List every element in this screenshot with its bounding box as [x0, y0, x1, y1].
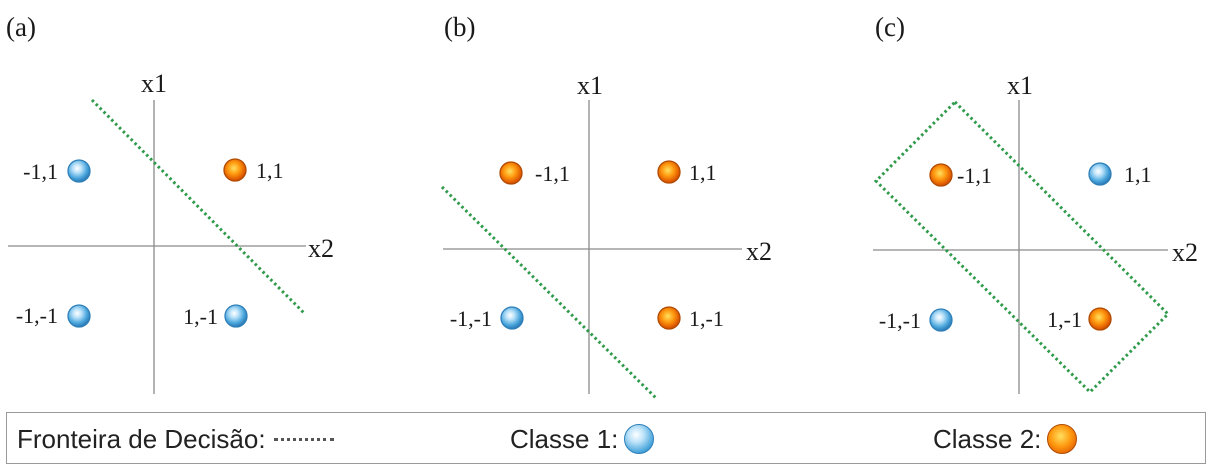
- blue-sphere-icon: [624, 424, 655, 454]
- class1-point: [1088, 162, 1112, 186]
- panel-label: (a): [6, 12, 36, 42]
- class2-point: [657, 306, 681, 330]
- x2-axis-label: x2: [1172, 238, 1198, 267]
- panel-a: (a) x1 x2 -1,1 1,1 -1,-1 1,-1: [6, 12, 334, 394]
- legend-class2: Classe 2:: [933, 422, 1078, 456]
- point-label: -1,-1: [879, 308, 921, 333]
- class1-point: [500, 306, 524, 330]
- panel-b: (b) x1 x2 -1,1 1,1 -1,-1 1,-1: [440, 12, 772, 400]
- point-label: -1,-1: [16, 303, 58, 328]
- class1-point: [224, 304, 248, 328]
- point-label: -1,1: [23, 159, 58, 184]
- class2-point: [657, 160, 681, 184]
- orange-sphere-icon: [1047, 424, 1078, 454]
- legend-boundary: Fronteira de Decisão:: [17, 422, 334, 456]
- point-label: 1,1: [689, 160, 717, 185]
- legend-boundary-label: Fronteira de Decisão:: [17, 423, 266, 454]
- point-label: 1,-1: [689, 306, 724, 331]
- point-label: -1,1: [535, 161, 570, 186]
- decision-boundary: [440, 185, 658, 400]
- x2-axis-label: x2: [746, 237, 772, 266]
- point-label: 1,1: [1124, 162, 1152, 187]
- class1-point: [67, 159, 91, 183]
- legend-class1-label: Classe 1:: [510, 423, 619, 454]
- dotted-line-icon: [273, 437, 334, 441]
- legend-class2-label: Classe 2:: [933, 423, 1042, 454]
- legend: Fronteira de Decisão: Classe 1: Classe 2…: [6, 412, 1206, 464]
- point-label: 1,-1: [183, 304, 218, 329]
- x1-axis-label: x1: [577, 71, 603, 100]
- class2-point: [499, 161, 523, 185]
- point-label: 1,1: [256, 158, 284, 183]
- class1-point: [929, 308, 953, 332]
- x2-axis-label: x2: [308, 234, 334, 263]
- decision-boundary: [873, 99, 1171, 395]
- class2-point: [1088, 307, 1112, 331]
- point-label: -1,-1: [450, 306, 492, 331]
- point-label: -1,1: [957, 163, 992, 188]
- panel-c: (c) x1 x2 -1,1 1,1 -1,-1 1,-1: [873, 12, 1198, 395]
- class2-point: [223, 158, 247, 182]
- point-label: 1,-1: [1047, 307, 1082, 332]
- decision-boundary: [90, 98, 306, 315]
- x1-axis-label: x1: [141, 69, 167, 98]
- class2-point: [929, 163, 953, 187]
- class1-point: [67, 304, 91, 328]
- legend-class1: Classe 1:: [510, 422, 655, 456]
- panel-label: (c): [875, 12, 905, 42]
- panel-label: (b): [444, 12, 475, 42]
- x1-axis-label: x1: [1007, 71, 1033, 100]
